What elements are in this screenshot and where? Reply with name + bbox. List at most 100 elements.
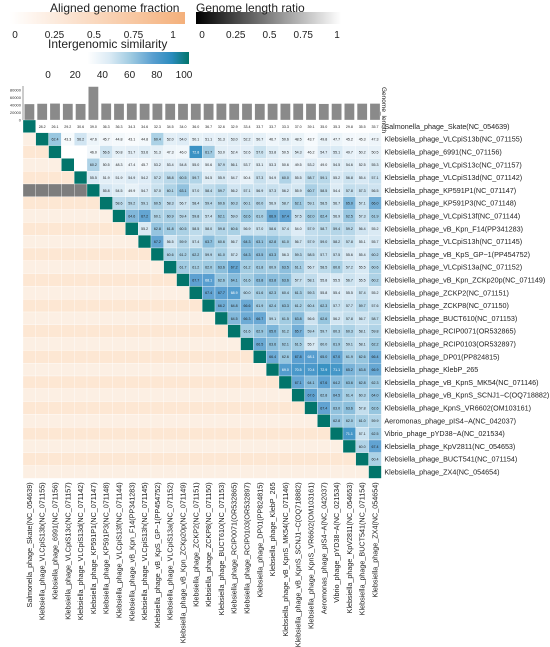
similarity-legend-gradient (44, 52, 189, 64)
heatmap-cell (189, 452, 203, 466)
heatmap-value: 67.6 (320, 381, 327, 385)
genome-length-bar (139, 103, 150, 120)
heatmap-cell (163, 388, 177, 402)
heatmap-cell (61, 273, 75, 287)
genome-length-bar (280, 103, 291, 120)
heatmap-cell (317, 452, 331, 466)
heatmap-value: 50.5 (103, 163, 110, 167)
heatmap-value: 56.8 (346, 176, 353, 180)
heatmap-cell (99, 439, 113, 453)
heatmap-cell (35, 363, 49, 377)
genome-length-bar (203, 103, 214, 120)
heatmap-value: 67.2 (154, 240, 161, 244)
heatmap-value: 57.4 (282, 227, 289, 231)
heatmap-cell (317, 439, 331, 453)
heatmap-cell (189, 427, 203, 441)
heatmap-cell (189, 311, 203, 325)
heatmap-value: 62.8 (154, 227, 161, 231)
heatmap-value: 55.8 (103, 189, 110, 193)
heatmap-cell (35, 158, 49, 172)
genome-length-bar (318, 103, 329, 120)
heatmap-value: 62.4 (52, 138, 59, 142)
length-legend-tick: 0.75 (294, 30, 314, 41)
heatmap-cell (22, 427, 36, 441)
heatmap-value: 58.6 (116, 202, 123, 206)
heatmap-value: 57.1 (359, 202, 366, 206)
heatmap-value: 67.6 (308, 394, 315, 398)
heatmap-value: 55.5 (90, 176, 97, 180)
heatmap-cell (99, 311, 113, 325)
heatmap-cell (74, 363, 88, 377)
heatmap-value: 61.2 (295, 304, 302, 308)
heatmap-cell (163, 286, 177, 300)
heatmap-cell (240, 452, 254, 466)
column-label: Klebsiella_phage_ZCKP2(NC_071151) (191, 482, 200, 607)
heatmap-value: 59.4 (308, 330, 315, 334)
heatmap-cell (138, 273, 152, 287)
heatmap-value: 51.9 (116, 176, 123, 180)
column-label: Klebsiella_phage_vB_KpS_GP−1(PP454752) (153, 482, 162, 628)
heatmap-value: 34.6 (141, 125, 148, 129)
heatmap-value: 63.1 (256, 240, 263, 244)
heatmap-value: 67.4 (205, 291, 212, 295)
heatmap-value: 58.7 (320, 227, 327, 231)
heatmap-cell (48, 247, 62, 261)
heatmap-cell (99, 350, 113, 364)
row-label: Klebsiella_phage_VLCpiS13c(NC_071157) (384, 160, 521, 169)
heatmap-value: 45.3 (359, 138, 366, 142)
heatmap-cell (35, 196, 49, 210)
heatmap-cell (138, 401, 152, 415)
heatmap-value: 57.3 (359, 189, 366, 193)
heatmap-cell (240, 414, 254, 428)
heatmap-value: 58.6 (269, 227, 276, 231)
heatmap-cell (99, 273, 113, 287)
heatmap-value: 59.1 (308, 202, 315, 206)
heatmap-value: 49.9 (128, 189, 135, 193)
heatmap-value: 62.0 (346, 419, 353, 423)
heatmap-value: 33.4 (244, 125, 251, 129)
heatmap-cell (202, 427, 216, 441)
heatmap-cell (74, 273, 88, 287)
heatmap-value: 55.1 (333, 150, 340, 154)
row-label: Klebsiella_phage_VLCpiS13d(NC_071142) (384, 173, 522, 182)
heatmap-value: 59.8 (192, 214, 199, 218)
heatmap-value: 55.3 (372, 163, 379, 167)
heatmap-cell (176, 324, 190, 338)
heatmap-cell (125, 375, 139, 389)
heatmap-cell (112, 414, 126, 428)
heatmap-value: 53.7 (244, 163, 251, 167)
heatmap-value: 39.1 (308, 125, 315, 129)
heatmap-cell (112, 260, 126, 274)
heatmap-cell (74, 375, 88, 389)
heatmap-cell (48, 337, 62, 351)
heatmap-cell (35, 183, 49, 197)
heatmap-cell (61, 427, 75, 441)
heatmap-value: 61.0 (359, 419, 366, 423)
bar-axis-tick: 0 (19, 118, 22, 123)
heatmap-value: 59.4 (180, 214, 187, 218)
heatmap-cell (342, 452, 356, 466)
heatmap-cell (74, 414, 88, 428)
heatmap-value: 37.0 (295, 125, 302, 129)
column-label: Klebsiella_phage_KpV2811(NC_054653) (345, 482, 354, 613)
heatmap-cell (112, 401, 126, 415)
heatmap-cell (227, 401, 241, 415)
heatmap-value: 56.3 (282, 253, 289, 257)
heatmap-value: 54.4 (333, 189, 340, 193)
heatmap-cell (22, 337, 36, 351)
heatmap-value: 35.3 (333, 125, 340, 129)
heatmap-cell (48, 158, 62, 172)
heatmap-value: 67.8 (295, 355, 302, 359)
heatmap-cell (125, 222, 139, 236)
heatmap-cell (22, 286, 36, 300)
heatmap-value: 68.9 (231, 291, 238, 295)
heatmap-cell (291, 465, 305, 479)
heatmap-value: 56.2 (77, 138, 84, 142)
heatmap-cell (163, 427, 177, 441)
heatmap-cell (35, 132, 49, 146)
heatmap-cell (163, 401, 177, 415)
heatmap-value: 50.1 (192, 138, 199, 142)
heatmap-value: 63.6 (282, 278, 289, 282)
heatmap-cell (22, 196, 36, 210)
heatmap-value: 28.2 (39, 125, 46, 129)
